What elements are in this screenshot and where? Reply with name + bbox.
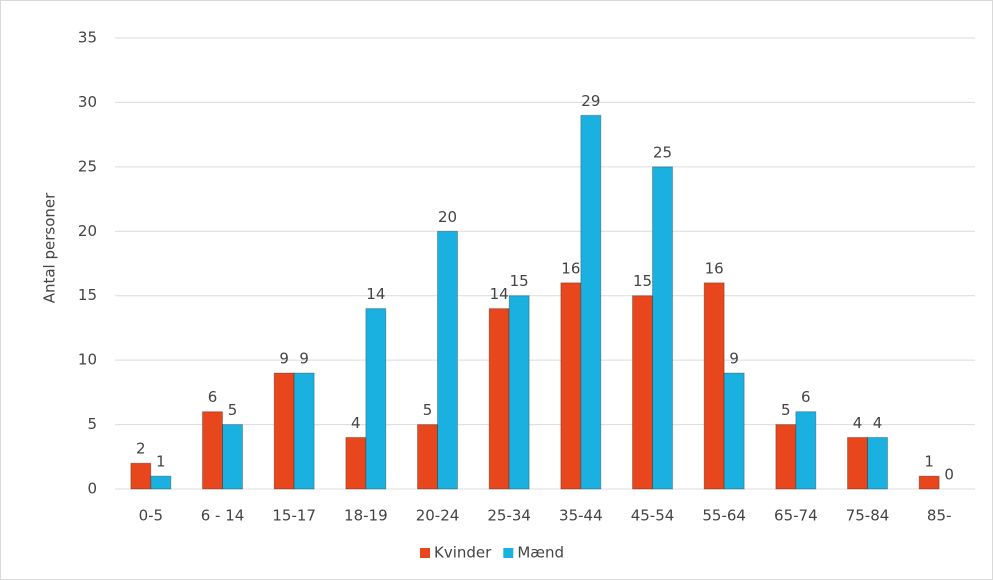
x-tick-label: 45-54 <box>631 507 675 525</box>
x-tick-label: 65-74 <box>774 507 818 525</box>
data-label: 14 <box>490 285 509 303</box>
data-label: 14 <box>366 285 385 303</box>
data-label: 0 <box>944 466 954 484</box>
bar <box>202 411 223 490</box>
data-label: 9 <box>729 350 739 368</box>
bar <box>867 436 888 490</box>
legend-label: Kvinder <box>434 544 492 562</box>
bar <box>723 372 745 490</box>
y-tick-label: 15 <box>78 286 97 304</box>
data-label: 5 <box>781 401 791 419</box>
legend-swatch <box>503 548 514 558</box>
bar <box>918 475 940 490</box>
data-label: 1 <box>924 453 934 471</box>
data-label: 5 <box>228 401 238 419</box>
data-label: 2 <box>136 440 146 458</box>
y-tick-label: 35 <box>78 29 97 47</box>
legend-label: Mænd <box>517 544 564 562</box>
data-label: 6 <box>801 388 811 406</box>
y-tick-label: 0 <box>87 480 97 498</box>
x-tick-label: 15-17 <box>272 507 316 525</box>
data-label: 9 <box>299 350 309 368</box>
bar <box>775 424 797 490</box>
data-label: 4 <box>853 414 863 432</box>
data-label: 16 <box>705 259 724 277</box>
data-label: 5 <box>423 401 433 419</box>
data-label: 25 <box>653 143 672 161</box>
x-tick-label: 35-44 <box>559 507 603 525</box>
data-label: 15 <box>633 272 652 290</box>
y-tick-label: 25 <box>78 157 97 175</box>
bar <box>795 411 817 490</box>
bar <box>222 424 243 490</box>
x-tick-label: 25-34 <box>487 507 531 525</box>
data-label: 1 <box>156 453 166 471</box>
bar <box>150 475 172 490</box>
data-label: 9 <box>279 350 289 368</box>
x-tick-label: 20-24 <box>416 507 460 525</box>
bar <box>580 114 602 490</box>
data-label: 15 <box>510 272 529 290</box>
y-tick-label: 5 <box>87 415 97 433</box>
bar <box>293 372 315 490</box>
x-tick-label: 55-64 <box>702 507 746 525</box>
x-tick-label: 6 - 14 <box>201 507 245 525</box>
bar <box>652 166 673 490</box>
x-tick-label: 0-5 <box>139 507 164 525</box>
y-tick-label: 20 <box>78 222 97 240</box>
bar <box>703 282 725 490</box>
bar <box>417 424 438 490</box>
bar <box>632 295 653 490</box>
data-label: 29 <box>581 92 600 110</box>
data-label: 4 <box>873 414 883 432</box>
data-label: 20 <box>438 208 457 226</box>
data-label: 16 <box>561 259 580 277</box>
bar <box>488 308 510 490</box>
bar <box>130 462 152 490</box>
bar <box>365 308 387 490</box>
x-tick-label: 85- <box>927 507 952 525</box>
x-tick-label: 18-19 <box>344 507 388 525</box>
data-label: 6 <box>208 388 218 406</box>
y-tick-label: 10 <box>78 351 97 369</box>
bar <box>345 436 367 490</box>
bar <box>560 282 582 490</box>
y-tick-label: 30 <box>78 93 97 111</box>
y-axis-label: Antal personer <box>41 192 59 303</box>
data-label: 4 <box>351 414 361 432</box>
legend-swatch <box>420 548 430 558</box>
bar <box>273 372 295 490</box>
bar <box>847 436 868 490</box>
bar <box>437 230 458 490</box>
bar <box>508 295 530 490</box>
x-tick-label: 75-84 <box>846 507 890 525</box>
